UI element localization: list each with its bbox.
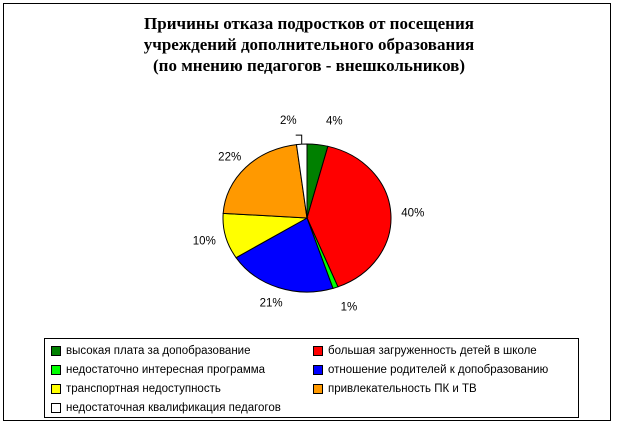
data-label-40: 40% (401, 207, 424, 219)
chart-title: Причины отказа подростков от посещения у… (0, 13, 618, 76)
legend-label: отношение родителей к допобразованию (328, 364, 549, 376)
leader-line (295, 134, 303, 145)
legend-item: недостаточная квалификация педагогов (51, 399, 281, 417)
legend-item: высокая плата за допобразование (51, 342, 251, 360)
data-label-2: 2% (280, 115, 297, 127)
chart-legend: высокая плата за допобразование большая з… (44, 338, 579, 418)
legend-label: транспортная недоступность (66, 383, 221, 395)
legend-swatch (51, 403, 61, 413)
chart-title-line-2: учреждений дополнительного образования (143, 35, 475, 54)
legend-label: высокая плата за допобразование (66, 345, 251, 357)
legend-label: недостаточно интересная программа (66, 364, 266, 376)
data-label-22: 22% (218, 151, 241, 163)
legend-swatch (51, 365, 61, 375)
legend-swatch (313, 384, 323, 394)
legend-item: отношение родителей к допобразованию (313, 361, 548, 379)
chart-title-line-1: Причины отказа подростков от посещения (144, 14, 474, 33)
data-label-4: 4% (326, 116, 343, 128)
legend-swatch (51, 384, 61, 394)
legend-item: привлекательность ПК и ТВ (313, 380, 477, 398)
legend-swatch (313, 346, 323, 356)
data-label-1: 1% (341, 302, 358, 314)
chart-title-line-3: (по мнению педагогов - внешкольников) (152, 56, 465, 75)
slice-большая-загруженность-детей-в-школе (306, 145, 392, 288)
slice-отношение-родителей-к-допобразованию (235, 217, 334, 293)
legend-swatch (51, 346, 61, 356)
legend-label: привлекательность ПК и ТВ (328, 383, 477, 395)
data-label-10: 10% (193, 235, 216, 247)
data-label-21: 21% (260, 298, 283, 310)
slice-недостаточная-квалификация-педагогов (295, 143, 308, 219)
legend-label: недостаточная квалификация педагогов (66, 402, 281, 414)
slice-привлекательность-пк-и-тв (222, 144, 308, 219)
legend-label: большая загруженность детей в школе (328, 345, 537, 357)
legend-item: транспортная недоступность (51, 380, 221, 398)
legend-item: недостаточно интересная программа (51, 361, 265, 379)
legend-swatch (313, 365, 323, 375)
legend-item: большая загруженность детей в школе (313, 342, 537, 360)
